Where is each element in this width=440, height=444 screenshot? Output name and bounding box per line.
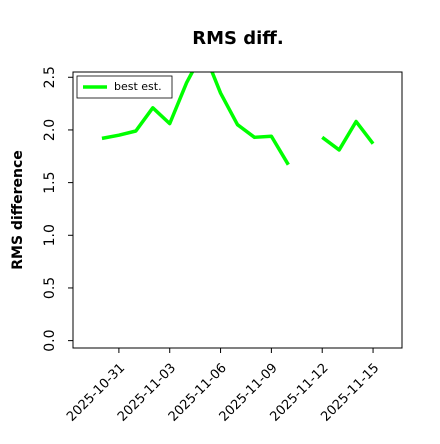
axes-frame	[72, 71, 403, 349]
y-tick-label: 2.0	[42, 119, 58, 141]
line-series	[101, 72, 375, 166]
y-tick-label: 1.0	[42, 224, 58, 246]
legend-label: best est.	[114, 80, 162, 93]
y-tick-label: 0.5	[42, 277, 58, 299]
y-tick-label: 0.0	[42, 329, 58, 351]
plot-area	[101, 72, 375, 166]
chart-title: RMS diff.	[192, 28, 283, 49]
y-tick-label: 1.5	[42, 171, 58, 193]
legend-box	[76, 75, 173, 99]
y-tick-label: 2.5	[42, 66, 58, 88]
y-axis-label: RMS difference	[10, 150, 26, 270]
